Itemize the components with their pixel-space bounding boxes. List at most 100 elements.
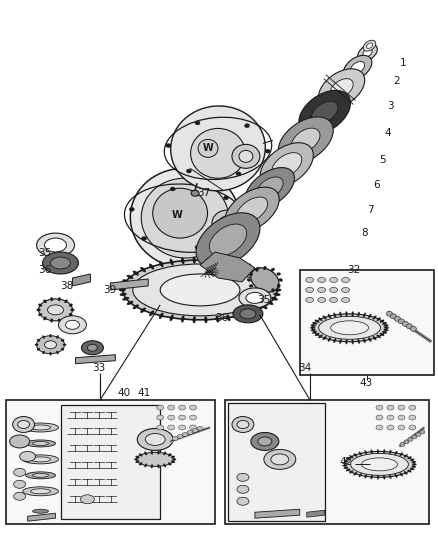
Ellipse shape (157, 450, 159, 455)
Ellipse shape (182, 432, 188, 437)
Ellipse shape (246, 310, 251, 316)
Text: 32: 32 (348, 265, 361, 275)
Ellipse shape (346, 469, 350, 471)
Ellipse shape (209, 224, 247, 256)
Ellipse shape (172, 437, 178, 440)
Ellipse shape (361, 458, 397, 471)
Ellipse shape (306, 297, 314, 302)
Ellipse shape (168, 405, 175, 410)
Polygon shape (28, 513, 56, 521)
Ellipse shape (58, 319, 60, 322)
Ellipse shape (328, 337, 331, 342)
Ellipse shape (386, 311, 392, 317)
Ellipse shape (384, 327, 389, 329)
Ellipse shape (343, 465, 347, 466)
Ellipse shape (163, 464, 166, 467)
Ellipse shape (145, 433, 165, 446)
Ellipse shape (408, 438, 413, 441)
Ellipse shape (271, 288, 274, 292)
Ellipse shape (23, 423, 59, 432)
Ellipse shape (81, 495, 95, 504)
Ellipse shape (354, 453, 357, 457)
Ellipse shape (363, 41, 376, 51)
Ellipse shape (350, 61, 365, 74)
Ellipse shape (190, 415, 197, 420)
Ellipse shape (342, 278, 350, 282)
Ellipse shape (59, 316, 86, 334)
Ellipse shape (264, 449, 296, 470)
Ellipse shape (265, 149, 270, 153)
Ellipse shape (299, 90, 350, 135)
Ellipse shape (190, 405, 197, 410)
Ellipse shape (339, 339, 342, 344)
Ellipse shape (64, 300, 67, 303)
Text: 6: 6 (374, 180, 380, 190)
Bar (60, 405, 160, 519)
Ellipse shape (352, 311, 353, 317)
Ellipse shape (233, 305, 263, 323)
Ellipse shape (344, 467, 348, 469)
Ellipse shape (382, 322, 387, 325)
Polygon shape (110, 279, 148, 290)
Ellipse shape (404, 440, 409, 444)
Ellipse shape (236, 197, 268, 223)
Ellipse shape (122, 279, 129, 283)
Ellipse shape (377, 318, 381, 321)
Ellipse shape (384, 325, 389, 327)
Ellipse shape (151, 464, 153, 468)
Ellipse shape (291, 128, 320, 152)
Ellipse shape (223, 196, 229, 200)
Ellipse shape (168, 425, 175, 430)
Ellipse shape (232, 416, 254, 432)
Ellipse shape (193, 316, 196, 323)
Ellipse shape (306, 278, 314, 282)
Ellipse shape (311, 325, 316, 327)
Ellipse shape (345, 451, 414, 478)
Ellipse shape (32, 441, 49, 446)
Ellipse shape (237, 313, 241, 319)
Ellipse shape (323, 316, 326, 319)
Ellipse shape (310, 327, 315, 329)
Ellipse shape (312, 331, 317, 334)
Ellipse shape (122, 297, 129, 301)
Ellipse shape (371, 449, 373, 454)
Ellipse shape (157, 405, 164, 410)
Ellipse shape (23, 487, 59, 496)
Ellipse shape (13, 416, 35, 432)
Ellipse shape (398, 405, 405, 410)
Ellipse shape (271, 454, 289, 465)
Ellipse shape (350, 454, 408, 475)
Ellipse shape (61, 339, 64, 342)
Ellipse shape (69, 313, 73, 316)
Text: 38: 38 (60, 281, 74, 291)
Ellipse shape (387, 405, 394, 410)
Ellipse shape (71, 309, 74, 311)
Ellipse shape (23, 455, 59, 464)
Ellipse shape (170, 187, 175, 191)
Ellipse shape (149, 264, 154, 269)
Ellipse shape (31, 457, 50, 462)
Ellipse shape (358, 44, 378, 61)
Text: 40: 40 (117, 387, 131, 398)
Ellipse shape (57, 351, 59, 354)
Ellipse shape (416, 432, 421, 437)
Ellipse shape (312, 314, 387, 342)
Ellipse shape (140, 267, 146, 272)
Ellipse shape (373, 336, 376, 340)
Ellipse shape (172, 458, 176, 461)
Ellipse shape (409, 405, 416, 410)
Ellipse shape (412, 464, 417, 465)
Ellipse shape (409, 425, 416, 430)
Ellipse shape (139, 463, 142, 465)
Ellipse shape (260, 143, 313, 188)
Ellipse shape (271, 297, 278, 301)
Ellipse shape (239, 150, 253, 163)
Ellipse shape (318, 297, 326, 302)
Ellipse shape (237, 473, 249, 481)
Ellipse shape (25, 472, 56, 479)
Ellipse shape (237, 261, 241, 267)
Ellipse shape (153, 188, 208, 238)
Ellipse shape (380, 320, 384, 322)
Ellipse shape (18, 421, 30, 429)
Ellipse shape (45, 341, 57, 349)
